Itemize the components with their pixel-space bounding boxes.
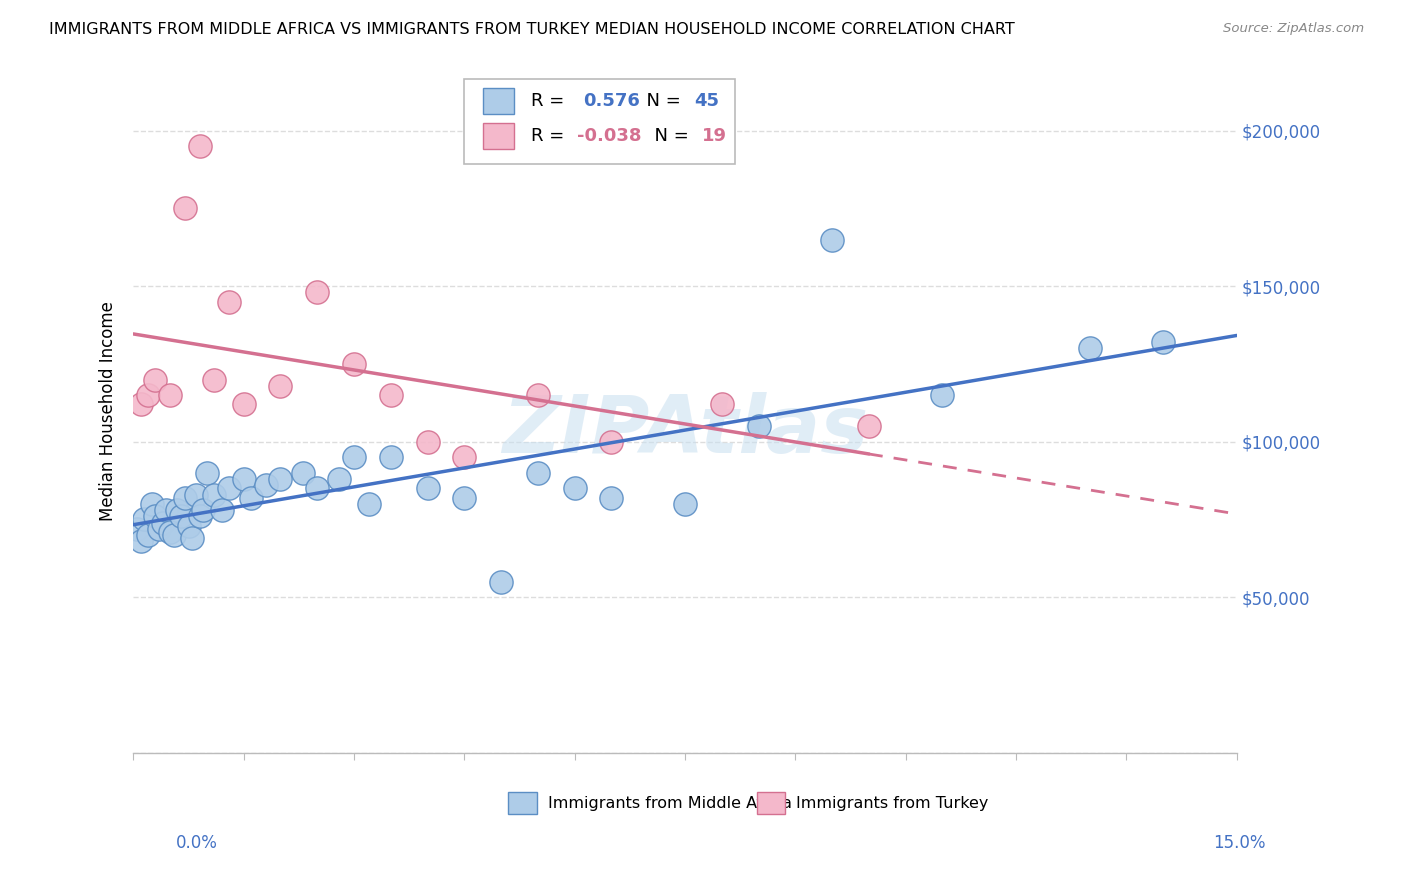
Point xyxy=(145,509,167,524)
Point xyxy=(931,388,953,402)
Point xyxy=(181,531,204,545)
Text: 45: 45 xyxy=(693,93,718,111)
Point xyxy=(202,487,225,501)
FancyBboxPatch shape xyxy=(464,78,735,164)
Point xyxy=(527,466,550,480)
Point xyxy=(291,466,314,480)
Text: IMMIGRANTS FROM MIDDLE AFRICA VS IMMIGRANTS FROM TURKEY MEDIAN HOUSEHOLD INCOME : IMMIGRANTS FROM MIDDLE AFRICA VS IMMIGRA… xyxy=(49,22,1015,37)
Text: N =: N = xyxy=(636,93,688,111)
Point xyxy=(527,388,550,402)
Point xyxy=(163,528,186,542)
Point xyxy=(202,372,225,386)
Point xyxy=(152,516,174,530)
FancyBboxPatch shape xyxy=(484,122,515,149)
Text: -0.038: -0.038 xyxy=(576,127,641,145)
Point xyxy=(710,397,733,411)
Point xyxy=(188,509,211,524)
Point xyxy=(416,434,439,449)
FancyBboxPatch shape xyxy=(484,88,515,114)
Point xyxy=(269,472,291,486)
Point xyxy=(232,472,254,486)
Point xyxy=(129,534,152,549)
Point xyxy=(170,509,193,524)
Text: N =: N = xyxy=(643,127,695,145)
Point xyxy=(218,482,240,496)
Point xyxy=(821,233,844,247)
Point xyxy=(240,491,263,505)
Point xyxy=(136,388,159,402)
Point xyxy=(129,397,152,411)
Point xyxy=(328,472,350,486)
Y-axis label: Median Household Income: Median Household Income xyxy=(100,301,117,521)
Point xyxy=(184,487,207,501)
Point xyxy=(343,450,366,465)
Point xyxy=(380,450,402,465)
Text: 0.576: 0.576 xyxy=(583,93,640,111)
Point xyxy=(193,503,215,517)
Point xyxy=(307,482,329,496)
Text: Immigrants from Middle Africa: Immigrants from Middle Africa xyxy=(548,796,792,811)
Point xyxy=(858,419,880,434)
Point xyxy=(159,524,181,539)
Point xyxy=(489,574,512,589)
FancyBboxPatch shape xyxy=(509,792,537,814)
Point xyxy=(1078,342,1101,356)
Point xyxy=(357,497,380,511)
Point xyxy=(416,482,439,496)
Point xyxy=(600,434,623,449)
Point xyxy=(673,497,696,511)
Point xyxy=(564,482,586,496)
Point xyxy=(748,419,770,434)
Text: R =: R = xyxy=(530,93,575,111)
Point xyxy=(177,518,200,533)
Point xyxy=(600,491,623,505)
Point xyxy=(254,478,277,492)
Point xyxy=(155,503,177,517)
Text: Immigrants from Turkey: Immigrants from Turkey xyxy=(796,796,988,811)
Text: R =: R = xyxy=(530,127,569,145)
Point xyxy=(136,528,159,542)
FancyBboxPatch shape xyxy=(756,792,786,814)
Point xyxy=(141,497,163,511)
Point xyxy=(343,357,366,371)
Point xyxy=(1152,335,1174,350)
Text: 0.0%: 0.0% xyxy=(176,834,218,852)
Text: 19: 19 xyxy=(702,127,727,145)
Point xyxy=(453,450,475,465)
Text: 15.0%: 15.0% xyxy=(1213,834,1265,852)
Point xyxy=(145,372,167,386)
Point xyxy=(211,503,233,517)
Point xyxy=(173,202,195,216)
Point xyxy=(148,522,170,536)
Point xyxy=(173,491,195,505)
Point xyxy=(218,294,240,309)
Point xyxy=(380,388,402,402)
Point xyxy=(159,388,181,402)
Point xyxy=(125,522,148,536)
Point xyxy=(134,512,156,526)
Point xyxy=(188,139,211,153)
Point xyxy=(232,397,254,411)
Point xyxy=(307,285,329,300)
Point xyxy=(453,491,475,505)
Point xyxy=(195,466,218,480)
Text: Source: ZipAtlas.com: Source: ZipAtlas.com xyxy=(1223,22,1364,36)
Point xyxy=(269,378,291,392)
Point xyxy=(166,503,188,517)
Text: ZIPAtlas: ZIPAtlas xyxy=(502,392,868,470)
